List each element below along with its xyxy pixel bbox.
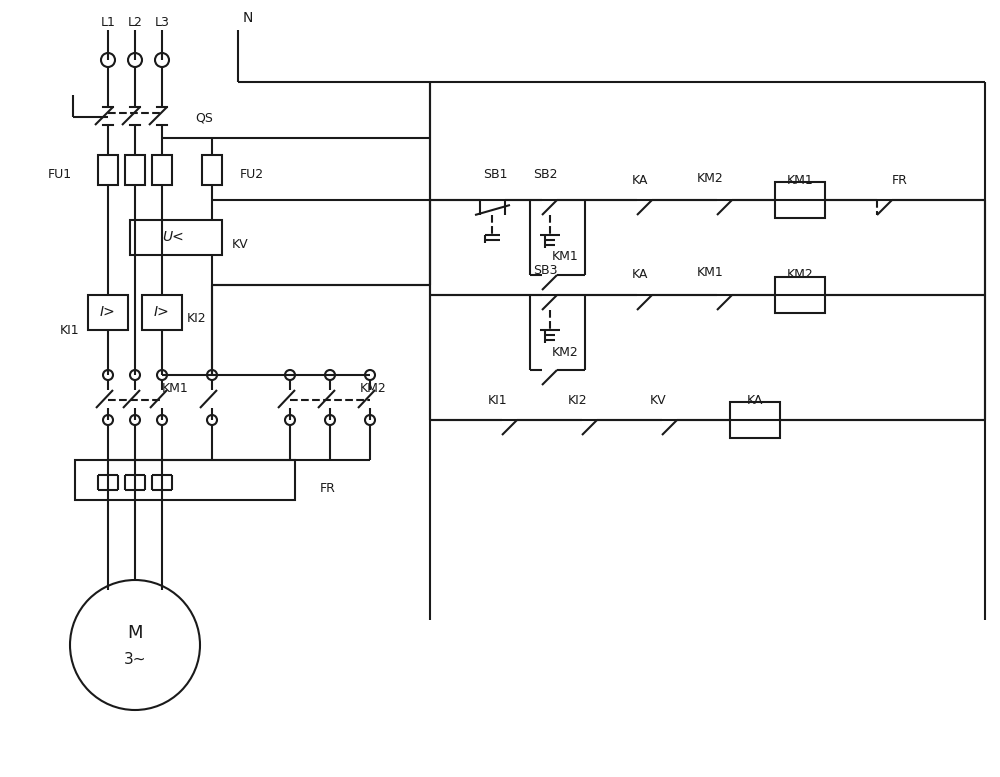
Text: KI2: KI2 — [187, 312, 207, 325]
Text: KV: KV — [232, 239, 249, 252]
Text: KA: KA — [632, 269, 648, 281]
Bar — [775, 277, 825, 313]
Text: FR: FR — [320, 482, 336, 494]
Text: FR: FR — [892, 173, 908, 186]
Text: QS: QS — [195, 112, 213, 124]
Bar — [730, 402, 780, 438]
Text: N: N — [243, 11, 253, 25]
Text: KM2: KM2 — [360, 382, 387, 395]
Text: KM2: KM2 — [787, 269, 813, 281]
Text: L3: L3 — [155, 16, 169, 29]
Text: I>: I> — [100, 305, 116, 319]
Text: KM1: KM1 — [162, 382, 188, 395]
Bar — [142, 295, 182, 330]
Bar — [152, 155, 172, 185]
Text: KA: KA — [747, 393, 763, 406]
Bar — [88, 295, 128, 330]
Bar — [202, 155, 222, 185]
Bar — [125, 155, 145, 185]
Text: KM1: KM1 — [787, 173, 813, 186]
Text: 3~: 3~ — [124, 653, 146, 667]
Text: KM1: KM1 — [552, 250, 578, 263]
Text: U<: U< — [162, 230, 184, 244]
Text: I>: I> — [154, 305, 170, 319]
Text: KI1: KI1 — [488, 393, 508, 406]
Text: KV: KV — [650, 393, 666, 406]
Circle shape — [70, 580, 200, 710]
Text: KM1: KM1 — [697, 267, 723, 280]
Text: SB2: SB2 — [533, 169, 557, 182]
Text: KM2: KM2 — [552, 346, 578, 358]
Text: M: M — [127, 624, 143, 642]
Text: FU2: FU2 — [240, 169, 264, 182]
Text: KI2: KI2 — [568, 393, 588, 406]
Text: L2: L2 — [128, 16, 142, 29]
Text: FU1: FU1 — [48, 169, 72, 182]
Text: KM2: KM2 — [697, 172, 723, 184]
Bar — [98, 155, 118, 185]
Bar — [130, 220, 222, 255]
Text: SB3: SB3 — [533, 263, 557, 277]
Text: L1: L1 — [101, 16, 115, 29]
Bar — [775, 182, 825, 218]
Text: SB1: SB1 — [483, 169, 507, 182]
Text: KI1: KI1 — [60, 323, 80, 336]
Text: KA: KA — [632, 173, 648, 186]
Bar — [75, 460, 295, 500]
